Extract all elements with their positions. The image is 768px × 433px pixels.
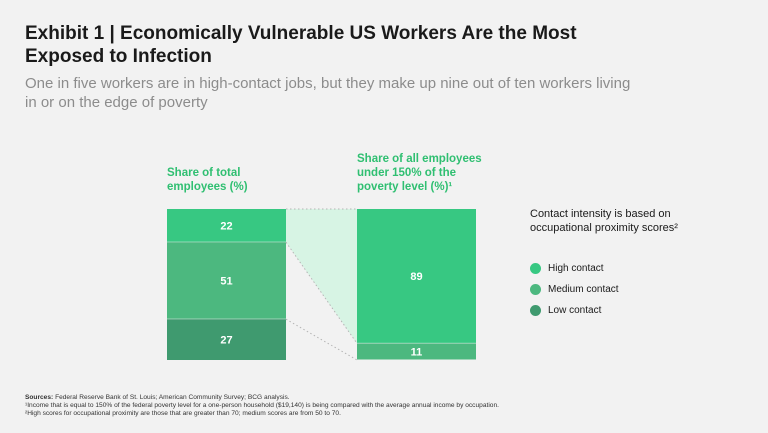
data-label: 11 xyxy=(411,347,423,359)
data-label: 22 xyxy=(220,221,232,233)
dotted-guide-line xyxy=(285,318,358,361)
footnote-1: ¹Income that is equal to 150% of the fed… xyxy=(25,402,499,410)
sources-line: Sources: Federal Reserve Bank of St. Lou… xyxy=(25,394,745,402)
chart-subtitle: One in five workers are in high-contact … xyxy=(25,75,631,111)
legend-title: Contact intensity is based on occupation… xyxy=(530,208,678,234)
left-column-header: Share of total employees (%) xyxy=(167,166,248,194)
bar-poverty-medium-contact xyxy=(357,343,476,360)
connector-band xyxy=(286,209,357,344)
footnotes: Sources: Federal Reserve Bank of St. Lou… xyxy=(25,394,745,419)
right-column-header: Share of all employees under 150% of the… xyxy=(357,152,482,194)
legend-label: High contact xyxy=(548,263,604,274)
legend-label: Low contact xyxy=(548,305,602,316)
bar-poverty-high-contact xyxy=(357,209,476,344)
legend-label: Medium contact xyxy=(548,284,619,295)
left-column-header-line1: Share of total xyxy=(167,167,241,179)
right-column-header-line3: poverty level (%)¹ xyxy=(357,181,453,193)
bar-total-medium-contact xyxy=(167,242,286,320)
bar-total-high-contact xyxy=(167,209,286,243)
sources-text: Federal Reserve Bank of St. Louis; Ameri… xyxy=(55,394,290,401)
circle-icon xyxy=(530,284,541,295)
data-label: 51 xyxy=(220,276,232,288)
circle-icon xyxy=(530,263,541,274)
circle-icon xyxy=(530,305,541,316)
left-column-header-line2: employees (%) xyxy=(167,181,248,193)
dotted-guide-line xyxy=(285,241,358,344)
data-label: 27 xyxy=(220,335,232,347)
data-label: 89 xyxy=(410,271,422,283)
right-column-header-line1: Share of all employees xyxy=(357,153,482,165)
footnote-2: ²High scores for occupational proximity … xyxy=(25,410,341,418)
right-column-header-line2: under 150% of the xyxy=(357,167,457,179)
bar-total-low-contact xyxy=(167,319,286,360)
chart-title: Exhibit 1 | Economically Vulnerable US W… xyxy=(25,23,577,67)
sources-label: Sources: xyxy=(25,394,54,401)
